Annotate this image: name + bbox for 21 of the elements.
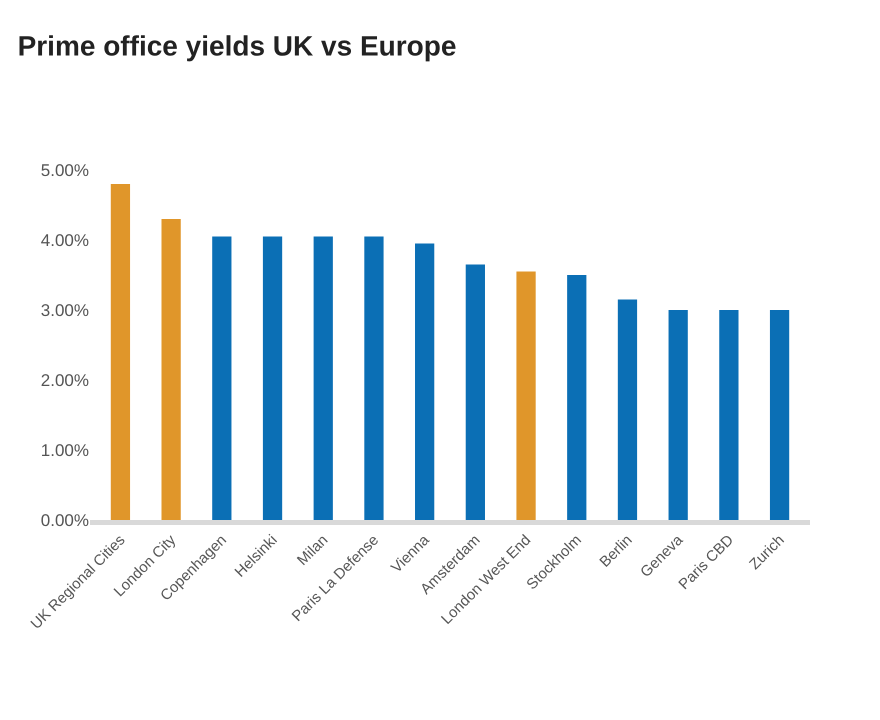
- bar: [668, 310, 688, 520]
- bar: [212, 236, 232, 520]
- bar: [618, 300, 638, 520]
- bar: [161, 219, 181, 520]
- bar: [415, 244, 434, 520]
- bar: [364, 236, 384, 520]
- y-tick-label: 1.00%: [40, 440, 89, 460]
- y-tick-label: 2.00%: [40, 370, 89, 390]
- chart-title: Prime office yields UK vs Europe: [18, 30, 456, 62]
- bar: [770, 310, 790, 520]
- bar: [110, 184, 130, 520]
- bar: [262, 236, 282, 520]
- y-tick-label: 4.00%: [40, 230, 89, 250]
- y-tick-label: 0.00%: [40, 510, 89, 530]
- bar: [719, 310, 739, 520]
- bar: [516, 272, 536, 520]
- y-tick-label: 5.00%: [40, 160, 89, 180]
- bar: [466, 264, 485, 520]
- y-tick-label: 3.00%: [40, 300, 89, 320]
- bar: [567, 275, 586, 520]
- bar: [314, 236, 333, 520]
